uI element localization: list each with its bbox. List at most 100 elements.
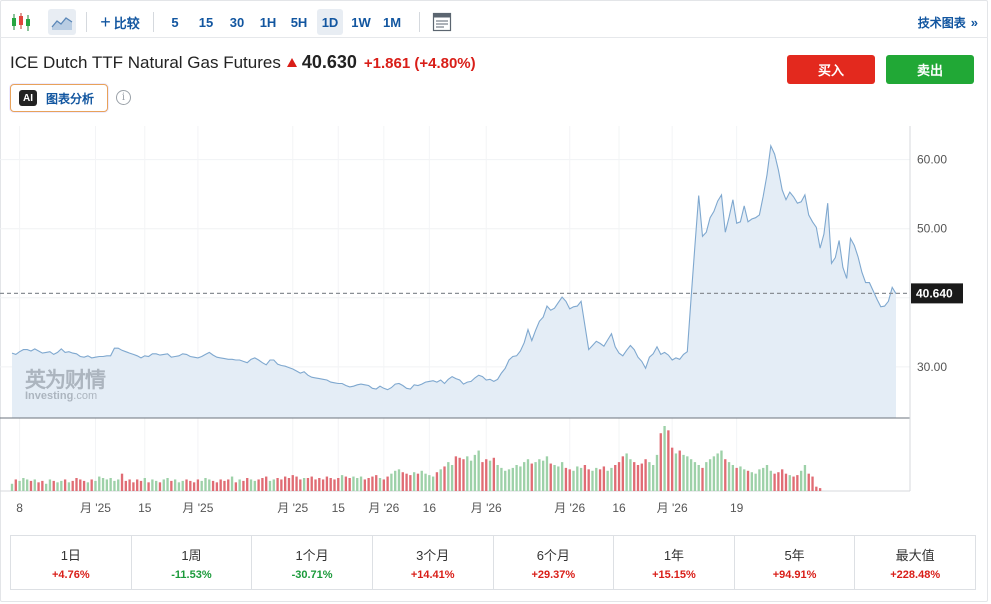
- volume-bar: [151, 479, 154, 491]
- volume-bar: [10, 483, 14, 491]
- volume-bar: [86, 482, 90, 491]
- volume-bar: [242, 480, 245, 491]
- period-1d[interactable]: 1日 +4.76%: [11, 536, 132, 589]
- volume-bar: [348, 478, 351, 491]
- info-icon[interactable]: i: [116, 90, 131, 105]
- period-5y[interactable]: 5年 +94.91%: [735, 536, 856, 589]
- volume-bar: [261, 478, 264, 491]
- interval-30[interactable]: 30: [229, 14, 245, 30]
- volume-bar: [530, 463, 533, 491]
- buy-button[interactable]: 买入: [787, 55, 875, 84]
- volume-bar: [94, 480, 97, 491]
- volume-bar: [67, 482, 71, 491]
- tech-chart-link[interactable]: 技术图表 »: [918, 9, 978, 35]
- interval-5[interactable]: 5: [171, 14, 179, 30]
- volume-bar: [758, 469, 761, 491]
- volume-bar: [105, 479, 109, 491]
- interval-1m[interactable]: 1M: [382, 14, 402, 30]
- volume-bar: [511, 467, 514, 491]
- volume-bar: [287, 478, 291, 491]
- volume-bar: [579, 467, 583, 491]
- chart-toolbar: + 比较 5 15 30 1H 5H 1D 1W 1M 技术图表 »: [0, 6, 988, 38]
- volume-bar: [234, 482, 238, 491]
- volume-bar: [670, 447, 674, 491]
- interval-1d[interactable]: 1D: [317, 9, 343, 35]
- volume-bar: [492, 457, 496, 491]
- volume-bar: [90, 479, 93, 491]
- volume-bar: [52, 480, 55, 491]
- volume-bar: [181, 480, 184, 491]
- volume-bar: [378, 478, 382, 491]
- x-tick-label: 月 '25: [80, 501, 111, 515]
- period-max[interactable]: 最大值 +228.48%: [855, 536, 975, 589]
- period-6m[interactable]: 6个月 +29.37%: [494, 536, 615, 589]
- volume-bar: [382, 479, 385, 491]
- volume-bar: [321, 479, 325, 491]
- volume-bar: [477, 450, 480, 491]
- area-chart-icon[interactable]: [48, 9, 76, 35]
- layout-icon[interactable]: [430, 9, 454, 35]
- y-tick-label: 30.00: [917, 360, 947, 374]
- period-3m[interactable]: 3个月 +14.41%: [373, 536, 494, 589]
- candlestick-icon[interactable]: [8, 9, 34, 35]
- volume-bar: [147, 482, 150, 491]
- volume-bar: [519, 466, 522, 491]
- investing-watermark: 英为财情 Investing.com: [25, 364, 106, 402]
- volume-bar: [394, 470, 397, 491]
- volume-bar: [538, 459, 541, 491]
- volume-bar: [318, 478, 321, 491]
- period-label: 1周: [181, 547, 202, 563]
- toolbar-divider: [419, 12, 420, 32]
- interval-15[interactable]: 15: [198, 14, 214, 30]
- interval-5h[interactable]: 5H: [290, 14, 308, 30]
- volume-bar: [41, 480, 44, 491]
- volume-bar: [708, 459, 712, 491]
- x-tick-label: 月 '26: [554, 501, 585, 515]
- volume-bar: [644, 459, 647, 491]
- volume-bar: [652, 465, 655, 491]
- volume-bar: [363, 479, 367, 491]
- volume-bar: [44, 483, 48, 491]
- sell-button[interactable]: 卖出: [886, 55, 974, 84]
- volume-bar: [617, 462, 621, 491]
- volume-bar: [614, 465, 617, 491]
- volume-bar: [302, 478, 306, 491]
- volume-bar: [82, 480, 86, 491]
- volume-bar: [496, 465, 499, 491]
- volume-bar: [625, 453, 628, 491]
- volume-bar: [356, 478, 359, 491]
- period-label: 6个月: [536, 547, 570, 563]
- period-1m[interactable]: 1个月 -30.71%: [252, 536, 373, 589]
- current-price-tag: [911, 283, 963, 304]
- volume-bar: [648, 462, 651, 491]
- volume-bar: [462, 459, 465, 491]
- volume-bar: [682, 454, 685, 491]
- volume-bar: [765, 465, 769, 491]
- volume-bar: [686, 456, 689, 491]
- volume-bar: [560, 462, 564, 491]
- volume-bar: [504, 470, 507, 491]
- volume-bar: [18, 480, 21, 491]
- period-value: -11.53%: [171, 568, 212, 581]
- volume-bar: [803, 465, 807, 491]
- interval-1h[interactable]: 1H: [259, 14, 277, 30]
- compare-button[interactable]: + 比较: [95, 9, 145, 35]
- volume-bar: [500, 467, 503, 491]
- toolbar-divider: [86, 12, 87, 32]
- volume-bar: [469, 460, 473, 491]
- volume-bar: [405, 473, 408, 491]
- period-1w[interactable]: 1周 -11.53%: [132, 536, 253, 589]
- ai-chart-analysis-button[interactable]: AI 图表分析: [10, 84, 108, 112]
- volume-bar: [371, 476, 374, 491]
- interval-1w[interactable]: 1W: [351, 14, 371, 30]
- period-value: +94.91%: [772, 568, 817, 581]
- volume-bar: [796, 475, 799, 491]
- volume-bar: [663, 426, 666, 491]
- x-tick-label: 月 '25: [277, 501, 308, 515]
- period-1y[interactable]: 1年 +15.15%: [614, 536, 735, 589]
- volume-bar: [746, 470, 750, 491]
- volume-bar: [591, 470, 594, 491]
- volume-bar: [211, 480, 215, 491]
- period-label: 最大值: [895, 547, 935, 563]
